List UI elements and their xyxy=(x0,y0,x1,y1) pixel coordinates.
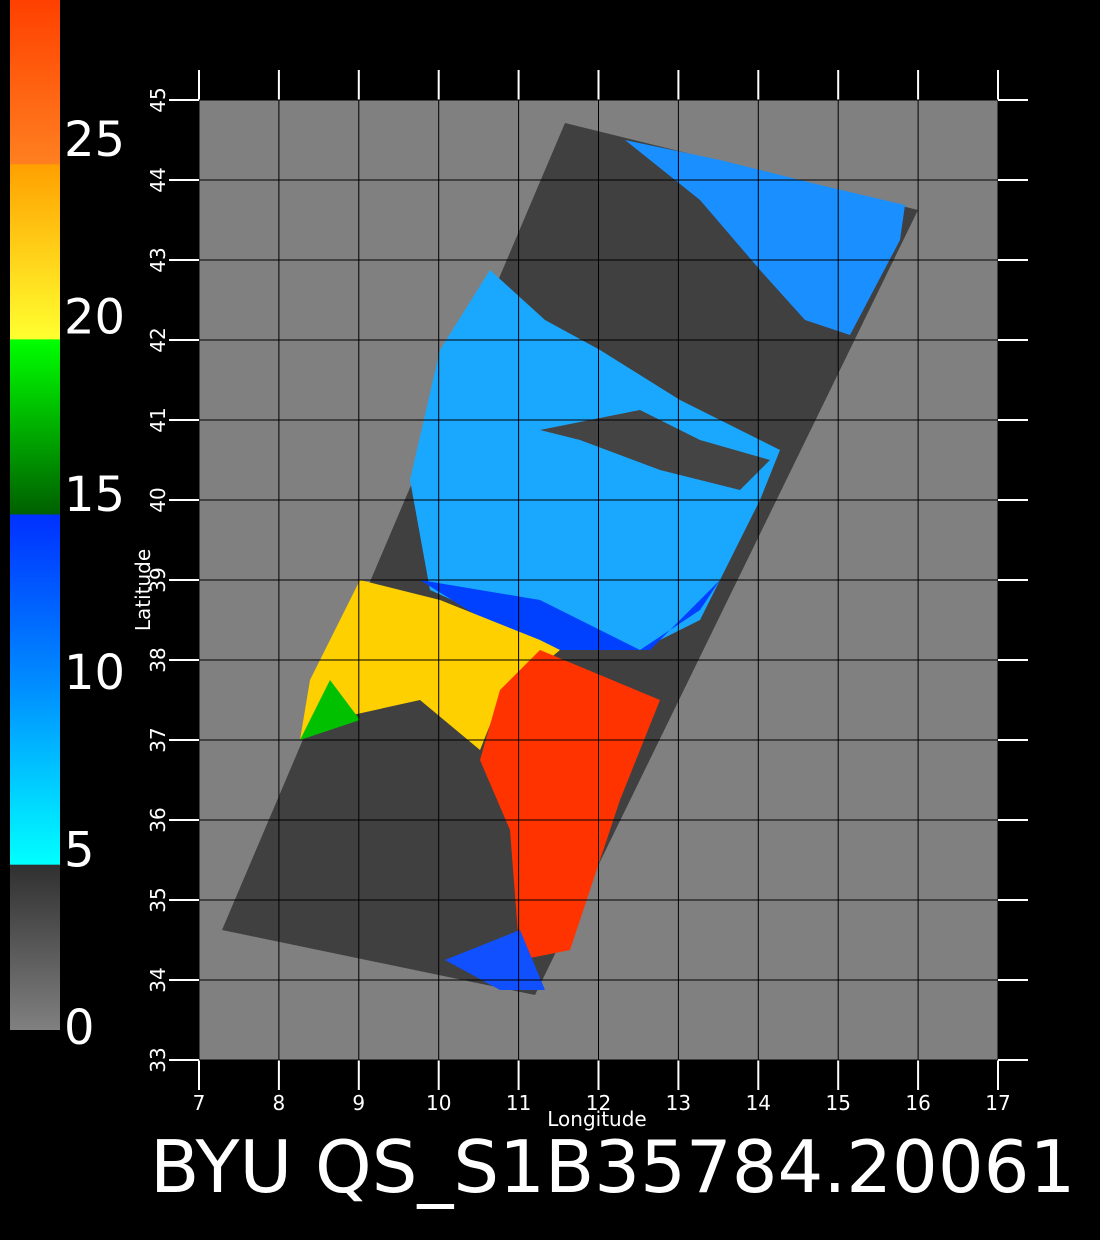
x-tick-label: 15 xyxy=(825,1091,850,1115)
x-tick-label: 8 xyxy=(273,1091,286,1115)
colorbar-label: 0 xyxy=(64,1000,95,1056)
colorbar-label: 25 xyxy=(64,112,125,168)
x-axis-label: Longitude xyxy=(547,1107,646,1131)
y-tick-label: 36 xyxy=(146,807,170,832)
y-tick-label: 43 xyxy=(146,247,170,272)
x-tick-label: 7 xyxy=(193,1091,206,1115)
colorbar-label: 5 xyxy=(64,822,95,878)
x-tick-label: 16 xyxy=(905,1091,930,1115)
x-tick-label: 9 xyxy=(352,1091,365,1115)
y-tick-label: 44 xyxy=(146,167,170,192)
colorbar-label: 10 xyxy=(64,645,125,701)
colorbar xyxy=(10,0,60,1030)
title: BYU QS_S1B35784.20061 xyxy=(150,1125,1075,1209)
y-tick-label: 42 xyxy=(146,327,170,352)
y-tick-label: 37 xyxy=(146,727,170,752)
y-axis-label: Latitude xyxy=(131,549,155,631)
x-tick-label: 12 xyxy=(586,1091,611,1115)
y-tick-label: 45 xyxy=(146,87,170,112)
y-tick-label: 40 xyxy=(146,487,170,512)
y-tick-label: 35 xyxy=(146,887,170,912)
x-tick-label: 13 xyxy=(666,1091,691,1115)
colorbar-label: 20 xyxy=(64,290,125,346)
x-tick-label: 10 xyxy=(426,1091,451,1115)
y-tick-label: 34 xyxy=(146,967,170,992)
colorbar-label: 15 xyxy=(64,467,125,523)
x-tick-label: 17 xyxy=(985,1091,1010,1115)
y-tick-label: 41 xyxy=(146,407,170,432)
y-tick-label: 33 xyxy=(146,1047,170,1072)
y-tick-label: 39 xyxy=(146,567,170,592)
x-tick-label: 11 xyxy=(506,1091,531,1115)
x-tick-label: 14 xyxy=(746,1091,771,1115)
y-tick-label: 38 xyxy=(146,647,170,672)
swath xyxy=(222,123,918,995)
